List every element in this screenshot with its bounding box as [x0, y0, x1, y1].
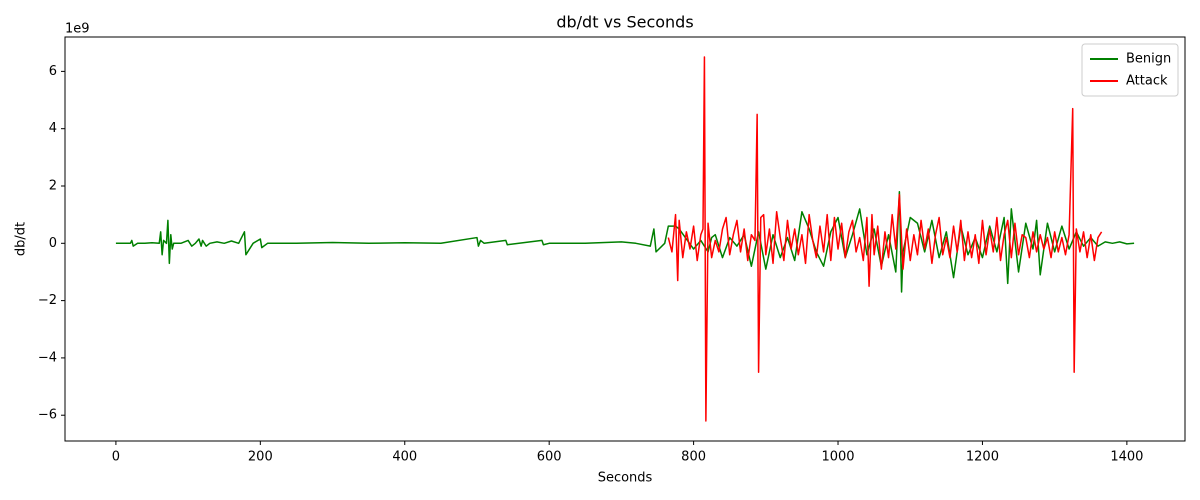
y-tick-label: 6 [49, 64, 57, 79]
y-axis-label: db/dt [14, 222, 29, 256]
legend-box [1081, 43, 1179, 97]
y-tick-label: 4 [49, 121, 57, 136]
x-tick-label: 0 [112, 450, 120, 465]
plot-frame [64, 36, 1186, 442]
y-tick-label: 2 [49, 178, 57, 193]
legend-label: Attack [1126, 74, 1168, 89]
x-tick-label: 400 [392, 450, 417, 465]
x-tick-label: 1400 [1110, 450, 1143, 465]
x-tick-label: 200 [248, 450, 273, 465]
x-tick-label: 1000 [821, 450, 854, 465]
y-offset-text: 1e9 [65, 22, 90, 37]
x-tick-label: 1200 [966, 450, 999, 465]
series-line [667, 56, 1103, 422]
chart-title: db/dt vs Seconds [556, 13, 693, 32]
legend-label: Benign [1126, 52, 1171, 67]
x-axis-label: Seconds [598, 471, 653, 486]
y-tick-label: −6 [38, 408, 57, 423]
y-tick-label: −4 [38, 350, 57, 365]
y-tick-label: 0 [49, 236, 57, 251]
y-tick-label: −2 [38, 293, 57, 308]
x-tick-label: 800 [681, 450, 706, 465]
x-tick-label: 600 [537, 450, 562, 465]
